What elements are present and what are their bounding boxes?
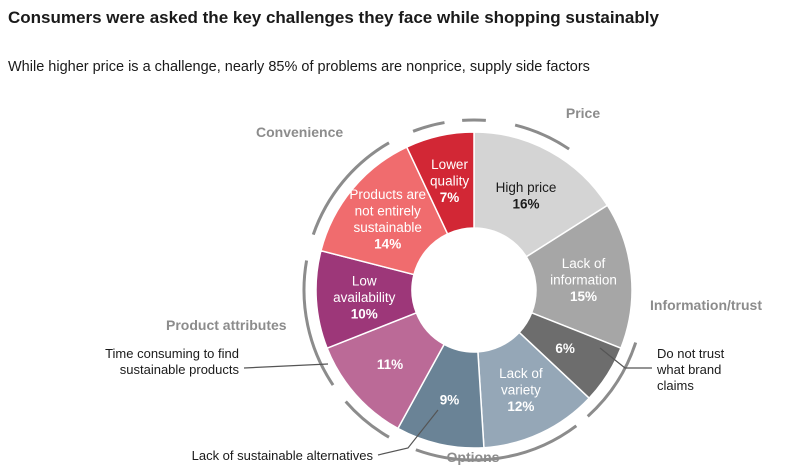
slice-products-are-not-entirely-sustainable (320, 146, 449, 276)
slice-lower-quality (405, 131, 475, 235)
slice-value-label: 16% (513, 197, 540, 212)
ring-arc (302, 260, 335, 386)
ring-arc (514, 123, 570, 151)
slice-label: 9% (440, 392, 460, 407)
slice-label: Lack of variety 12% (499, 366, 543, 414)
slice-value-label: 15% (570, 289, 597, 304)
slice-label: Products are not entirely sustainable 14% (349, 187, 426, 252)
slice-lack-of-information (525, 204, 633, 350)
group-label-product-attributes: Product attributes (166, 317, 287, 333)
group-label-convenience: Convenience (256, 124, 343, 140)
ring-arc (344, 400, 390, 439)
slice-value-label: 14% (374, 236, 401, 251)
slice-value-label: 6% (555, 341, 575, 356)
annotation-do-not-trust-what-brand-claims: Do not trust what brand claims (656, 346, 725, 393)
ring-arc (412, 121, 445, 133)
annotation-time-consuming-to-find-sustainable-products: Time consuming to find sustainable produc… (105, 346, 239, 377)
annotation-lack-of-sustainable-alternatives: Lack of sustainable alternatives (192, 448, 374, 463)
ring-arc (311, 141, 390, 236)
outer-ring (302, 118, 638, 462)
group-label-options: Options (447, 449, 500, 465)
group-labels: Price Information/trust Options Product att… (166, 105, 762, 465)
slice-label: Low availability 10% (333, 273, 396, 321)
slice-label: 11% (377, 357, 403, 372)
slice-value-label: 12% (507, 399, 534, 414)
slice-label: 6% (555, 341, 575, 356)
ring-arc (586, 342, 638, 418)
annotation-leader-line (377, 409, 439, 456)
annotation-leader-line (599, 347, 652, 369)
chart-subtitle: While higher price is a challenge, nearl… (8, 59, 590, 75)
annotations: Do not trust what brand claims Lack of sust… (105, 346, 725, 463)
slice-labels: High price 16% Lack of information 15% 6% Lack… (333, 157, 617, 414)
slice-label: High price 16% (496, 180, 557, 212)
slice-value-label: 11% (377, 357, 403, 372)
slice-value-label: 9% (440, 392, 460, 407)
slice-label: Lack of information 15% (550, 256, 617, 304)
chart-title: Consumers were asked the key challenges … (8, 8, 659, 27)
group-label-price: Price (566, 105, 600, 121)
slice-high-price (473, 131, 609, 258)
annotation-leader-line (243, 363, 329, 369)
group-label-information-trust: Information/trust (650, 297, 762, 313)
slices (315, 131, 633, 449)
slice-label: Lower quality 7% (430, 157, 469, 205)
ring-arc (415, 424, 578, 462)
slice-value-label: 7% (440, 190, 460, 205)
slice-value-label: 10% (351, 306, 378, 321)
